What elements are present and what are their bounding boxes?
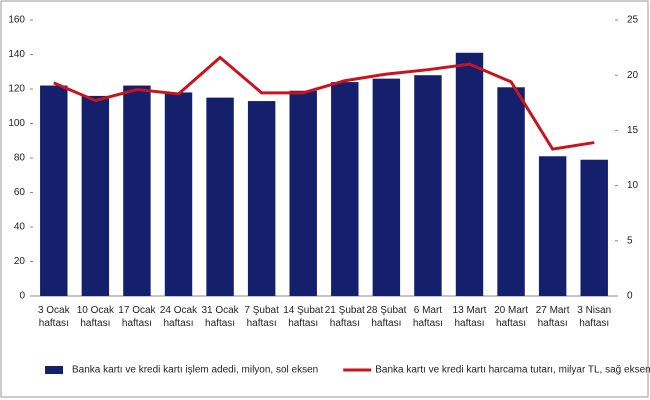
legend-swatch <box>45 366 63 374</box>
x-tick-label: 31 Ocak haftası <box>201 305 239 329</box>
y2-tick-label: 0 <box>627 291 633 302</box>
x-tick-label: 28 Şubat haftası <box>366 305 406 329</box>
x-tick-label: 20 Mart haftası <box>494 305 528 329</box>
x-tick-label: 14 Şubat haftası <box>283 305 323 329</box>
y2-tick-label: 5 <box>627 235 633 246</box>
y2-tick-label: 10 <box>627 180 639 191</box>
y-tick-label: 140 <box>8 49 25 60</box>
y2-tick-label: 25 <box>627 15 639 26</box>
bar <box>164 92 193 296</box>
y-tick-label: 100 <box>8 118 25 129</box>
y-tick-label: 160 <box>8 15 25 26</box>
x-tick-label: 13 Mart haftası <box>453 305 487 329</box>
y-tick-label: 20 <box>14 256 26 267</box>
y-tick-label: 60 <box>14 187 26 198</box>
x-tick-label: 17 Ocak haftası <box>118 305 156 329</box>
bar <box>289 90 317 296</box>
bar <box>123 85 151 296</box>
bar <box>455 52 484 297</box>
bar <box>580 159 608 296</box>
x-tick-label: 21 Şubat haftası <box>325 305 365 329</box>
y-tick-label: 120 <box>8 84 25 95</box>
bar <box>331 82 359 296</box>
x-tick-label: 10 Ocak haftası <box>77 305 115 329</box>
x-tick-label: 3 Nisan haftası <box>577 305 611 329</box>
y2-tick-label: 15 <box>627 125 639 136</box>
line <box>53 55 595 151</box>
y-tick-label: 80 <box>14 153 26 164</box>
x-tick-label: 24 Ocak haftası <box>160 305 198 329</box>
y-tick-label: 0 <box>19 291 25 302</box>
legend-label: Banka kartı ve kredi kartı işlem adedi, … <box>72 365 318 376</box>
bar <box>247 101 276 296</box>
y-tick-label: 40 <box>14 222 26 233</box>
bar <box>81 95 110 297</box>
x-tick-label: 3 Ocak haftası <box>38 305 71 329</box>
bar <box>206 97 234 296</box>
x-tick-label: 7 Şubat haftası <box>244 305 279 329</box>
x-tick-label: 27 Mart haftası <box>536 305 570 329</box>
bar <box>40 85 68 296</box>
bar <box>414 75 442 296</box>
y2-tick-label: 20 <box>627 70 639 81</box>
bar <box>538 156 567 296</box>
bar <box>497 87 525 297</box>
x-tick-label: 6 Mart haftası <box>413 305 443 329</box>
legend-label: Banka kartı ve kredi kartı harcama tutar… <box>375 365 650 376</box>
bar <box>372 78 401 297</box>
